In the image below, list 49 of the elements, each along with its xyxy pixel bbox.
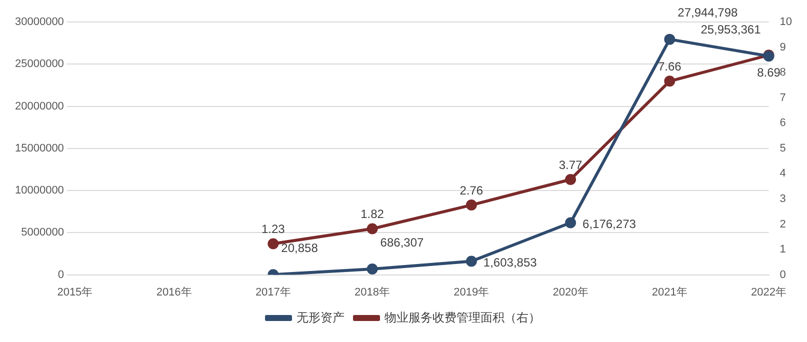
- point: [565, 174, 576, 185]
- point: [664, 76, 676, 87]
- x-tick-label: 2015年: [57, 286, 93, 298]
- data-label: 1.23: [261, 222, 286, 236]
- y2-tick-label: 5: [780, 142, 786, 154]
- y2-tick-label: 1: [780, 244, 786, 256]
- x-tick-label: 2017年: [255, 286, 291, 298]
- data-label: 20,858: [281, 240, 318, 255]
- legend-label: 无形资产: [296, 310, 344, 324]
- y2-tick-label: 6: [780, 117, 786, 130]
- point: [366, 264, 378, 275]
- y2-tick-label: 3: [780, 192, 786, 205]
- data-label: 686,307: [380, 235, 424, 250]
- data-label: 2.76: [460, 183, 484, 198]
- x-tick-label: 2021年: [652, 286, 688, 298]
- data-label: 1,603,853: [483, 256, 538, 270]
- point: [664, 34, 676, 45]
- y2-tick-label: 8: [780, 66, 786, 79]
- point: [565, 217, 576, 228]
- y-tick-label: 10000000: [14, 184, 64, 197]
- y-tick-label: 30000000: [14, 16, 64, 28]
- y2-tick-label: 10: [780, 16, 792, 28]
- point: [466, 256, 477, 267]
- data-label: 7.66: [658, 59, 682, 74]
- point: [268, 238, 279, 250]
- data-label: 8.69: [757, 65, 781, 80]
- y-tick-label: 15000000: [14, 142, 64, 154]
- data-label: 3.77: [558, 158, 583, 172]
- x-tick-label: 2016年: [156, 286, 192, 298]
- data-label: 1.82: [360, 207, 384, 222]
- y2-tick-label: 0: [780, 268, 786, 281]
- x-tick-label: 2019年: [454, 286, 490, 298]
- y2-tick-label: 7: [780, 92, 786, 104]
- legend-label: 物业服务收费管理面积（右）: [384, 310, 540, 324]
- y-tick-label: 20000000: [14, 100, 64, 112]
- x-tick-label: 2020年: [552, 286, 588, 298]
- data-label: 27,944,798: [678, 6, 738, 20]
- y2-tick-label: 4: [780, 168, 786, 180]
- data-label: 25,953,361: [700, 22, 762, 36]
- y-tick-label: 25000000: [14, 58, 64, 70]
- data-label: 6,176,273: [582, 217, 636, 232]
- point: [366, 223, 378, 234]
- point: [466, 200, 477, 211]
- x-tick-label: 2018年: [354, 286, 390, 298]
- y-tick-label: 0: [58, 268, 64, 281]
- y-tick-label: 5000000: [21, 226, 64, 239]
- y2-tick-label: 9: [780, 41, 786, 54]
- x-tick-label: 2022年: [751, 286, 787, 298]
- y2-tick-label: 2: [780, 218, 786, 230]
